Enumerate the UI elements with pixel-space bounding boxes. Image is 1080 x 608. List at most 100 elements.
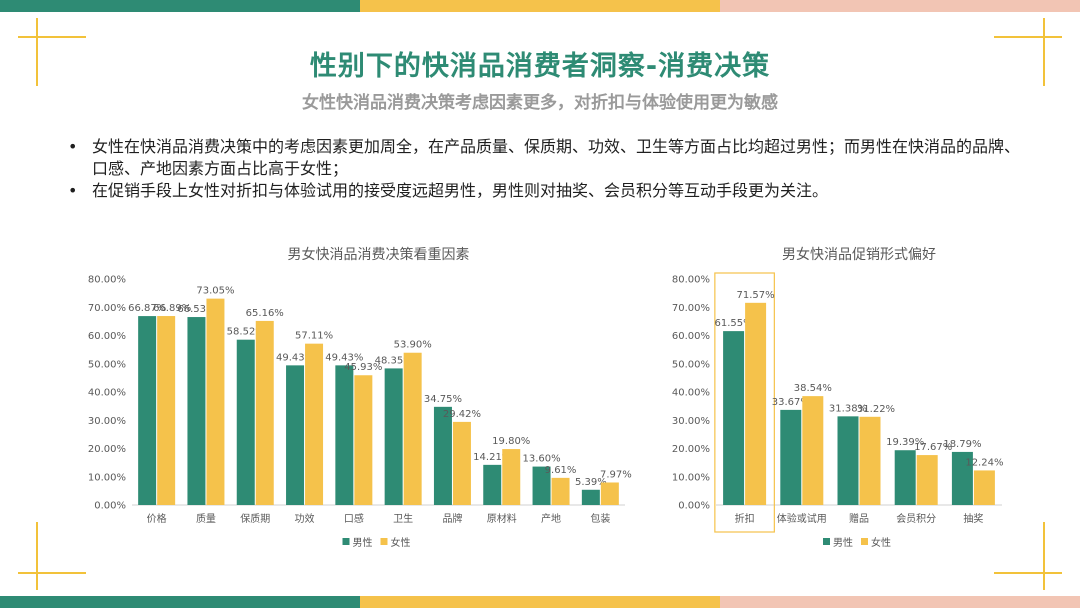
legend-label: 女性: [871, 536, 891, 549]
bar: [502, 449, 521, 505]
strip-segment-yellow: [360, 596, 720, 608]
y-tick-label: 50.00%: [88, 359, 126, 370]
data-label: 34.75%: [424, 394, 462, 405]
x-tick-label: 体验或试用: [777, 512, 827, 525]
bar: [403, 352, 422, 505]
data-label: 71.57%: [737, 290, 775, 301]
x-tick-label: 产地: [541, 512, 561, 525]
bar: [305, 343, 324, 505]
legend-label: 女性: [391, 536, 411, 549]
bar: [802, 396, 824, 505]
bar: [916, 455, 938, 505]
bar: [354, 375, 373, 505]
y-tick-label: 70.00%: [672, 303, 710, 314]
bullet-list: • 女性在快消品消费决策中的考虑因素更加周全，在产品质量、保质期、功效、卫生等方…: [68, 136, 1028, 202]
bar: [581, 489, 600, 505]
bar: [452, 421, 471, 505]
data-label: 45.93%: [344, 362, 382, 373]
x-tick-label: 口感: [344, 512, 364, 525]
bar: [837, 416, 859, 505]
x-tick-label: 价格: [147, 512, 167, 525]
page-title: 性别下的快消品消费者洞察-消费决策: [309, 51, 771, 82]
data-label: 13.60%: [522, 454, 560, 465]
data-label: 58.52%: [227, 327, 265, 338]
data-label: 73.05%: [196, 286, 234, 297]
strip-segment-yellow: [360, 0, 720, 12]
chart-title: 男女快消品促销形式偏好: [782, 246, 936, 263]
legend-swatch: [861, 538, 868, 545]
y-tick-label: 40.00%: [88, 388, 126, 399]
data-label: 5.39%: [575, 477, 607, 488]
y-tick-label: 0.00%: [678, 501, 710, 512]
x-tick-label: 会员积分: [896, 512, 936, 525]
data-label: 31.38%: [829, 403, 867, 414]
bar: [286, 365, 305, 505]
strip-segment-peach: [720, 0, 1080, 12]
bullet-text: 女性在快消品消费决策中的考虑因素更加周全，在产品质量、保质期、功效、卫生等方面占…: [92, 137, 1021, 178]
data-label: 49.43%: [276, 352, 314, 363]
data-label: 57.11%: [295, 331, 333, 342]
bar: [780, 409, 802, 505]
data-label: 19.80%: [492, 436, 530, 447]
x-tick-label: 质量: [196, 513, 216, 525]
page-subtitle: 女性快消品消费决策考虑因素更多，对折扣与体验使用更为敏感: [302, 93, 778, 113]
top-color-strip: [0, 0, 1080, 12]
y-tick-label: 10.00%: [672, 472, 710, 483]
legend-label: 男性: [833, 536, 853, 549]
data-label: 29.42%: [443, 409, 481, 420]
data-label: 61.55%: [715, 318, 753, 329]
y-tick-label: 30.00%: [88, 416, 126, 427]
y-tick-label: 10.00%: [88, 472, 126, 483]
chart-title: 男女快消品消费决策看重因素: [288, 246, 470, 263]
highlight-box: [714, 272, 775, 533]
data-label: 66.87%: [128, 303, 166, 314]
x-tick-label: 保质期: [240, 512, 270, 525]
promotion-preference-chart-group: 男女快消品促销形式偏好 0.00% 10.00% 20.00% 30.00% 40.00%…: [672, 246, 1004, 549]
strip-segment-teal: [0, 596, 360, 608]
bar: [894, 450, 916, 505]
data-label: 19.39%: [886, 437, 924, 448]
y-tick-label: 20.00%: [672, 444, 710, 455]
decision-factors-chart-group: 男女快消品消费决策看重因素 0.00% 10.00% 20.00% 30.00% 40.0…: [88, 246, 632, 549]
data-label: 48.35%: [375, 355, 413, 366]
x-tick-label: 原材料: [487, 512, 517, 525]
strip-segment-peach: [720, 596, 1080, 608]
data-label: 49.43%: [325, 352, 363, 363]
y-tick-label: 30.00%: [672, 416, 710, 427]
bullet-text: 在促销手段上女性对折扣与体验试用的接受度远超男性，男性则对抽奖、会员积分等互动手…: [92, 181, 829, 200]
data-label: 12.24%: [965, 457, 1003, 468]
bar: [723, 331, 745, 505]
y-tick-label: 80.00%: [88, 275, 126, 286]
y-tick-label: 70.00%: [88, 303, 126, 314]
x-tick-label: 折扣: [735, 512, 755, 525]
data-label: 66.53%: [177, 304, 215, 315]
data-label: 18.79%: [943, 439, 981, 450]
bar: [157, 316, 176, 505]
bar: [236, 339, 255, 505]
bar: [187, 317, 206, 505]
legend-label: 男性: [353, 536, 373, 549]
y-tick-label: 0.00%: [94, 501, 126, 512]
x-tick-label: 抽奖: [963, 512, 983, 525]
data-label: 65.16%: [246, 308, 284, 319]
y-tick-label: 50.00%: [672, 359, 710, 370]
bar: [138, 316, 157, 505]
bar: [973, 470, 995, 505]
bullet-marker: •: [68, 137, 78, 156]
y-tick-label: 60.00%: [88, 331, 126, 342]
x-tick-label: 赠品: [849, 512, 869, 525]
legend-swatch: [380, 538, 388, 545]
data-label: 17.67%: [914, 442, 952, 453]
bottom-color-strip: [0, 596, 1080, 608]
strip-segment-teal: [0, 0, 360, 12]
bullet-marker: •: [68, 181, 78, 200]
data-label: 9.61%: [545, 465, 577, 476]
x-tick-label: 包装: [590, 512, 610, 525]
bullet-item: • 女性在快消品消费决策中的考虑因素更加周全，在产品质量、保质期、功效、卫生等方…: [68, 136, 1028, 180]
bar: [951, 451, 973, 505]
bar: [551, 477, 570, 505]
y-tick-label: 60.00%: [672, 331, 710, 342]
bar: [206, 298, 225, 505]
bar: [859, 416, 881, 505]
